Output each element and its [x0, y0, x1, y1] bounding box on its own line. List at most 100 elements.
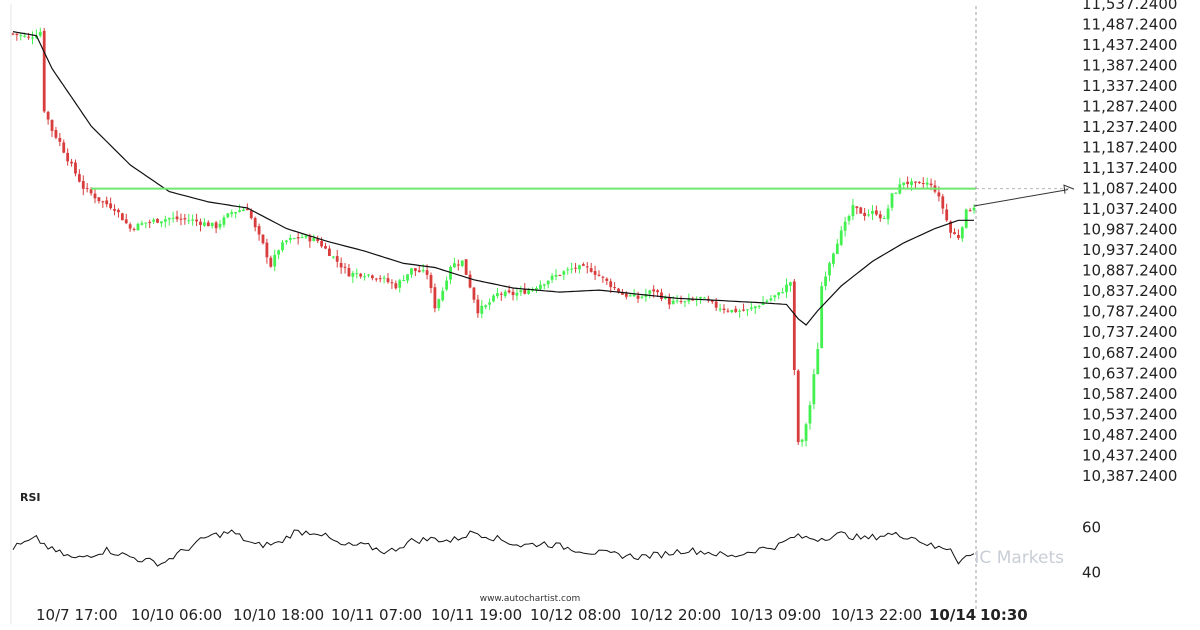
x-tick-label: 10/11 07:00 — [331, 606, 422, 624]
y-axis: 11,537.2400 11,487.2400 11,437.2400 11,387.… — [1082, 0, 1177, 485]
candle-down — [679, 301, 683, 303]
x-axis: 10/7 17:00 10/10 06:00 10/10 18:00 10/11 07… — [36, 606, 1028, 624]
candle-down — [113, 208, 116, 211]
candle-up — [843, 221, 847, 231]
candle-down — [523, 289, 527, 294]
candle-up — [804, 424, 808, 441]
x-tick-label: 10/13 09:00 — [730, 606, 821, 624]
y-tick-label: 10,837.2400 — [1082, 282, 1177, 300]
candle-down — [97, 197, 101, 202]
candle-down — [710, 300, 714, 302]
candle-down — [742, 309, 745, 311]
candle-down — [624, 293, 628, 297]
candle-down — [128, 224, 132, 229]
candle-down — [85, 187, 89, 189]
candle-up — [398, 280, 402, 288]
candle-up — [628, 295, 632, 297]
candle-down — [413, 268, 417, 271]
candle-down — [105, 200, 109, 205]
candle-down — [101, 201, 105, 203]
candle-up — [632, 294, 636, 297]
candle-up — [851, 205, 855, 217]
candle-down — [335, 256, 339, 262]
candle-down — [183, 218, 187, 220]
candle-down — [245, 209, 249, 211]
candle-up — [202, 222, 206, 226]
candle-up — [218, 224, 222, 228]
candle-up — [746, 309, 749, 311]
candle-down — [109, 203, 113, 209]
y-tick-label: 10,937.2400 — [1082, 241, 1177, 259]
projection-arrow-line — [973, 189, 1069, 207]
rsi-line — [12, 529, 975, 567]
candle-up — [140, 223, 144, 225]
candle-up — [31, 37, 34, 39]
candle-up — [460, 260, 464, 267]
candle-up — [687, 298, 691, 302]
candle-up — [136, 223, 140, 231]
candle-up — [730, 309, 734, 312]
y-tick-label: 11,287.2400 — [1082, 98, 1177, 116]
candle-down — [58, 137, 62, 142]
candle-up — [816, 349, 820, 375]
candle-down — [621, 292, 624, 295]
candle-down — [11, 33, 15, 35]
candle-up — [562, 271, 566, 275]
candle-up — [703, 297, 706, 299]
candle-up — [785, 284, 788, 293]
candle-down — [308, 235, 312, 242]
y-tick-label: 11,487.2400 — [1082, 16, 1177, 34]
x-tick-label: 10/10 18:00 — [233, 606, 324, 624]
candle-up — [683, 301, 687, 303]
candle-down — [968, 210, 972, 212]
candle-up — [441, 290, 445, 301]
candle-up — [671, 300, 675, 304]
candle-up — [542, 284, 546, 286]
candle-down — [347, 268, 351, 277]
candle-up — [410, 268, 413, 275]
candle-up — [488, 302, 491, 305]
candle-down — [914, 181, 917, 183]
candle-down — [859, 207, 863, 214]
candle-up — [402, 280, 406, 282]
candle-down — [605, 278, 609, 281]
y-tick-label: 10,687.2400 — [1082, 344, 1177, 362]
candle-up — [882, 218, 886, 220]
candle-up — [421, 269, 425, 272]
y-tick-label: 11,437.2400 — [1082, 36, 1177, 54]
candle-up — [300, 237, 304, 239]
x-tick-label: 10:30 — [980, 606, 1028, 624]
candle-up — [886, 208, 890, 220]
projection-arrow-head — [1063, 184, 1075, 194]
candle-down — [953, 232, 956, 235]
candle-down — [89, 189, 93, 194]
x-tick-label: 10/11 19:00 — [431, 606, 522, 624]
candle-up — [226, 213, 230, 218]
candle-down — [949, 221, 953, 233]
candle-up — [566, 269, 570, 271]
y-tick-label: 11,037.2400 — [1082, 200, 1177, 218]
candle-down — [476, 299, 480, 314]
moving-average-line — [12, 31, 974, 326]
candle-up — [925, 182, 929, 185]
candle-down — [589, 268, 593, 272]
candle-down — [195, 219, 198, 222]
candle-down — [601, 276, 605, 278]
candle-up — [535, 287, 538, 290]
candle-down — [117, 209, 120, 213]
candle-up — [847, 216, 851, 221]
candle-up — [152, 219, 156, 222]
rsi-tick-label: 40 — [1082, 564, 1101, 582]
candle-down — [261, 234, 265, 244]
candle-up — [699, 296, 702, 299]
candle-down — [148, 221, 152, 223]
candle-down — [77, 174, 81, 182]
candle-down — [156, 218, 159, 223]
candle-up — [288, 237, 292, 240]
y-tick-label: 10,737.2400 — [1082, 323, 1177, 341]
y-tick-label: 11,337.2400 — [1082, 77, 1177, 95]
candle-up — [277, 250, 281, 255]
candle-up — [554, 274, 558, 277]
candle-down — [175, 216, 179, 220]
candle-up — [292, 238, 296, 240]
